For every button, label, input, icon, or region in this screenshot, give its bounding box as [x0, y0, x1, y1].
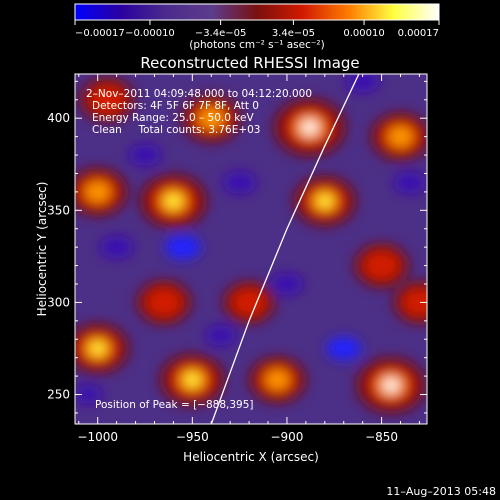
emission-peak [185, 373, 200, 386]
emission-peak [91, 342, 105, 355]
negative-residual [271, 273, 303, 295]
y-tick-label: 350 [47, 203, 70, 217]
plot-area: −1000 −950 −900 −850 250 300 350 400 [47, 73, 428, 444]
colorbar-tick-label: −0.00010 [125, 28, 175, 39]
emission-core [388, 126, 413, 147]
emission-map [75, 74, 427, 414]
emission-peak [383, 378, 399, 392]
negative-residual [75, 385, 103, 404]
emission-source [88, 85, 126, 115]
axis-ticks: −1000 −950 −900 −850 250 300 350 400 [47, 74, 427, 444]
y-axis-label: Heliocentric Y (arcsec) [35, 182, 49, 317]
colorbar: −0.00017 −0.00010 −3.4e−05 3.4e−05 0.00010 0.… [74, 3, 440, 51]
y-tick-label: 400 [47, 111, 70, 125]
x-axis-label: Heliocentric X (arcsec) [183, 450, 319, 464]
y-tick-label: 250 [47, 388, 70, 402]
colorbar-bar [74, 3, 440, 21]
negative-residual [222, 171, 257, 194]
emission-source [363, 250, 400, 281]
emission-peak [166, 194, 181, 208]
colorbar-tick-label: 0.00010 [343, 28, 384, 39]
emission-core [85, 181, 110, 202]
info-annotations: 2–Nov–2011 04:09:48.000 to 04:12:20.000 … [86, 88, 312, 411]
emission-peak [318, 195, 332, 207]
annotation-time-range: 2–Nov–2011 04:09:48.000 to 04:12:20.000 [86, 88, 312, 100]
x-tick-label: −1000 [77, 430, 118, 444]
negative-residual [164, 235, 201, 260]
y-tick-label: 300 [47, 295, 70, 309]
negative-residual [129, 144, 161, 166]
emission-source [231, 288, 267, 317]
emission-source [402, 288, 427, 317]
solar-limb-line [210, 74, 360, 424]
x-tick-label: −850 [365, 430, 398, 444]
negative-residual [326, 336, 362, 361]
emission-source [145, 287, 183, 318]
emission-peak [301, 120, 318, 135]
emission-core [199, 108, 224, 129]
negative-residual [205, 325, 236, 346]
negative-residual [346, 74, 380, 93]
peak-position-label: Position of Peak = [−888,395] [95, 399, 254, 411]
colorbar-tick-label: −3.4e−05 [195, 28, 247, 39]
x-tick-label: −950 [176, 430, 209, 444]
annotation-energy-range: Energy Range: 25.0 – 50.0 keV [92, 112, 254, 124]
annotation-detectors: Detectors: 4F 5F 6F 7F 8F, Att 0 [92, 100, 259, 112]
colorbar-tick-label: 3.4e−05 [272, 28, 315, 39]
colorbar-ticks: −0.00017 −0.00010 −3.4e−05 3.4e−05 0.00010 0.… [74, 20, 440, 39]
colorbar-tick-label: −0.00017 [75, 28, 125, 39]
emission-core [266, 370, 289, 390]
x-tick-label: −900 [270, 430, 303, 444]
negative-residual [99, 236, 134, 259]
date-stamp: 11–Aug–2013 05:48 [386, 485, 496, 498]
colorbar-unit-label: (photons cm⁻² s⁻¹ asec⁻²) [189, 39, 324, 51]
chart-title: Reconstructed RHESSI Image [140, 54, 359, 72]
annotation-clean-counts: Clean Total counts: 3.76E+03 [92, 124, 261, 136]
negative-residual [394, 172, 426, 194]
plot-frame [74, 73, 428, 425]
colorbar-tick-label: 0.00017 [398, 28, 439, 39]
